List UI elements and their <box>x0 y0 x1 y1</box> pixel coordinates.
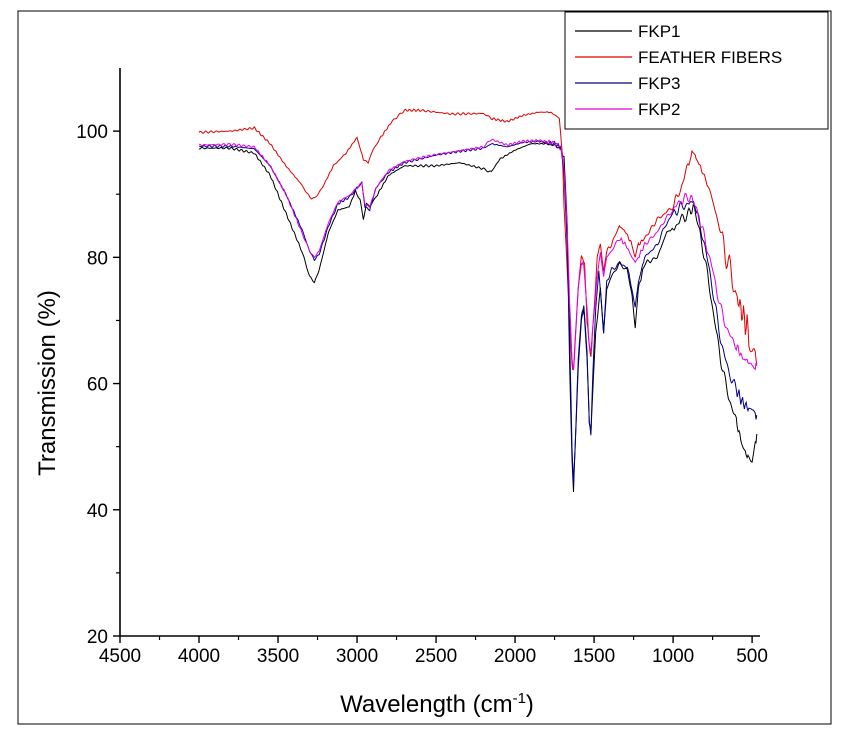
series-line-fkp1 <box>198 142 758 493</box>
y-tick-label: 100 <box>76 122 108 143</box>
plot-series-group <box>198 108 758 493</box>
x-axis-ticks: 4500 4000 3500 3000 2500 2000 1500 1000 500 <box>99 636 768 667</box>
y-tick-label: 60 <box>87 375 108 396</box>
x-tick-label: 4500 <box>99 646 141 667</box>
x-tick-label: 2000 <box>494 646 536 667</box>
x-tick-label: 4000 <box>178 646 220 667</box>
y-tick-label: 40 <box>87 501 108 522</box>
legend: FKP1 FEATHER FIBERS FKP3 FKP2 <box>564 11 829 130</box>
legend-box <box>564 11 829 130</box>
series-line-fkp2 <box>198 138 758 371</box>
x-tick-label: 1000 <box>652 646 694 667</box>
y-tick-label: 80 <box>87 248 108 269</box>
x-tick-label: 1500 <box>573 646 615 667</box>
legend-label: FKP2 <box>638 100 681 119</box>
legend-label: FEATHER FIBERS <box>638 48 782 67</box>
series-line-feather-fibers <box>198 108 758 371</box>
x-tick-label: 3000 <box>336 646 378 667</box>
x-axis-title: Wavelength (cm-1) <box>340 690 534 718</box>
x-tick-label: 2500 <box>415 646 457 667</box>
y-tick-label: 20 <box>87 627 108 648</box>
x-tick-label: 3500 <box>257 646 299 667</box>
y-axis-ticks: 20 40 60 80 100 <box>76 122 120 648</box>
legend-label: FKP1 <box>638 22 681 41</box>
x-tick-label: 500 <box>736 646 768 667</box>
figure-frame <box>17 10 832 725</box>
legend-label: FKP3 <box>638 74 681 93</box>
y-axis-title: Transmission (%) <box>34 290 61 476</box>
